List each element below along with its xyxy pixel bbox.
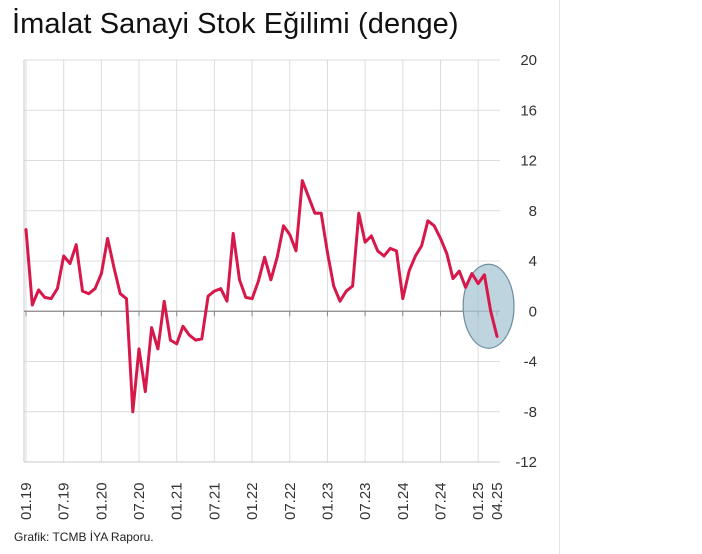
x-tick-label: 01.21 <box>169 482 186 520</box>
x-tick-label: 07.24 <box>432 482 449 520</box>
x-tick-label: 01.22 <box>244 482 261 520</box>
x-tick-label: 01.20 <box>93 482 110 520</box>
y-tick-label: 4 <box>529 253 537 270</box>
x-tick-label: 07.20 <box>131 482 148 520</box>
chart-title: İmalat Sanayi Stok Eğilimi (denge) <box>12 8 459 40</box>
y-tick-label: -4 <box>524 354 537 371</box>
chart-source: Grafik: TCMB İYA Raporu. <box>14 530 154 544</box>
x-tick-label: 07.21 <box>206 482 223 520</box>
x-tick-label: 01.23 <box>319 482 336 520</box>
y-tick-label: 20 <box>520 52 537 69</box>
series-line <box>24 179 499 414</box>
y-tick-label: 12 <box>520 153 537 170</box>
line-chart: 20 16 12 8 4 0 -4 -8 -12 01.19 07.19 01.20 07.20 01.2… <box>18 52 537 520</box>
x-tick-label: 01.25 <box>470 482 487 520</box>
y-tick-label: -12 <box>515 454 537 471</box>
x-tick-label: 04.25 <box>489 482 506 520</box>
x-tick-label: 01.24 <box>395 482 412 520</box>
x-tick-label: 07.19 <box>56 482 73 520</box>
x-tick-label: 01.19 <box>18 482 35 520</box>
y-tick-label: 0 <box>529 303 537 320</box>
y-tick-label: 16 <box>520 102 537 119</box>
x-tick-label: 07.23 <box>357 482 374 520</box>
chart-card: İmalat Sanayi Stok Eğilimi (denge) 20 16 1… <box>12 0 560 554</box>
y-tick-label: 8 <box>529 203 537 220</box>
x-tick-label: 07.22 <box>282 482 299 520</box>
y-tick-label: -8 <box>524 404 537 421</box>
